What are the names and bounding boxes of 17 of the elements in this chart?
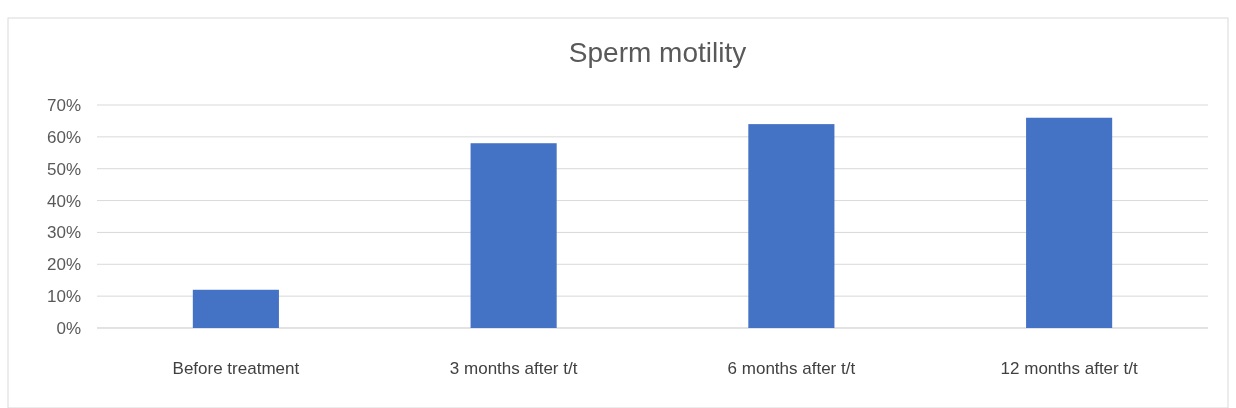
y-tick-label: 70% bbox=[46, 95, 81, 115]
bar bbox=[748, 124, 835, 328]
bar bbox=[192, 289, 279, 328]
y-tick-label: 60% bbox=[46, 127, 81, 147]
y-tick-label: 0% bbox=[56, 318, 81, 338]
y-tick-label: 10% bbox=[46, 287, 81, 307]
chart-title: Sperm motility bbox=[568, 37, 747, 68]
x-tick-label: 6 months after t/t bbox=[727, 358, 856, 378]
y-tick-label: 50% bbox=[46, 159, 81, 179]
bar bbox=[470, 143, 557, 328]
x-tick-label: 3 months after t/t bbox=[449, 358, 578, 378]
y-tick-label: 20% bbox=[46, 255, 81, 275]
y-tick-label: 30% bbox=[46, 223, 81, 243]
x-tick-label: 12 months after t/t bbox=[1000, 358, 1138, 378]
x-tick-label: Before treatment bbox=[172, 358, 300, 378]
y-tick-label: 40% bbox=[46, 191, 81, 211]
bar bbox=[1026, 117, 1113, 328]
